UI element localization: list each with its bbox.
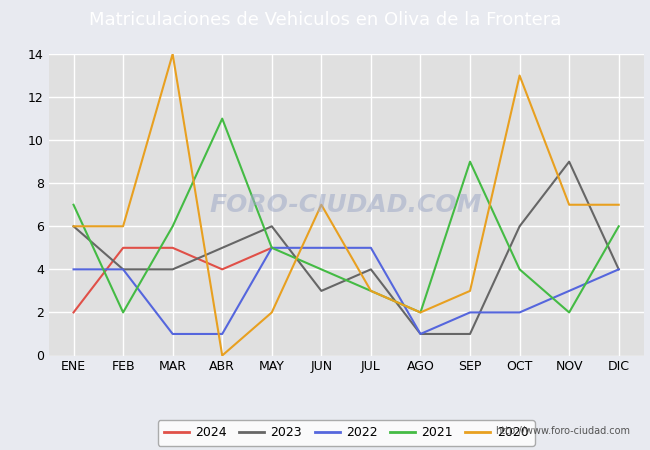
Text: http://www.foro-ciudad.com: http://www.foro-ciudad.com [495, 427, 630, 436]
Text: FORO-CIUDAD.COM: FORO-CIUDAD.COM [210, 193, 482, 217]
Text: Matriculaciones de Vehiculos en Oliva de la Frontera: Matriculaciones de Vehiculos en Oliva de… [89, 11, 561, 29]
Legend: 2024, 2023, 2022, 2021, 2020: 2024, 2023, 2022, 2021, 2020 [157, 420, 534, 446]
